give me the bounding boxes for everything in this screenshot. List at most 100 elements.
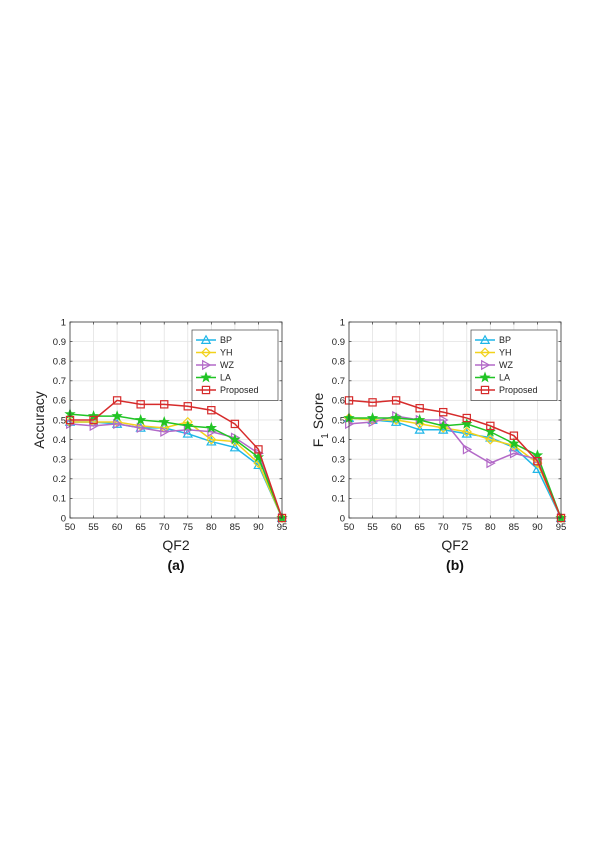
data-point [461,426,472,437]
data-point [183,402,192,411]
legend-label: WZ [499,360,513,370]
data-point [87,410,100,421]
x-tick-label: 80 [485,522,496,533]
y-tick-label: 0.6 [53,396,66,407]
legend-label: BP [220,335,232,345]
data-point [438,422,449,433]
data-point [368,398,377,407]
y-axis-label-subscript: 1 [320,433,331,439]
y-tick-label: 0.7 [53,376,66,387]
data-point [366,412,379,423]
x-tick-label: 65 [135,522,146,533]
y-axis-label: F1 Score [310,392,331,447]
x-tick-label: 55 [367,522,378,533]
data-point [391,396,401,405]
y-tick-label: 0.3 [53,455,66,466]
x-tick-label: 60 [391,522,402,533]
legend: BP YH WZ LA Proposed [191,329,279,401]
legend-marker [200,371,212,383]
y-tick-label: 0.5 [332,415,345,426]
data-point [415,404,424,413]
x-tick-label: 95 [277,522,288,533]
series-line [70,421,283,519]
legend-marker [480,385,490,395]
series-line [70,399,283,519]
legend-marker [202,359,212,371]
data-point [207,406,216,415]
series-proposed [344,396,566,523]
chart-a: 50 55 60 65 70 75 80 85 90 95 0 0.1 0.2 0.3 0.4 0.5 0.6 0… [31,317,288,573]
x-tick-label: 75 [461,522,472,533]
data-point [437,419,449,431]
data-point [205,421,217,433]
data-point [89,415,98,425]
data-point [158,416,170,427]
y-axis-label-main: F [310,439,326,448]
data-point [230,419,240,429]
panel-caption: (a) [167,557,184,573]
data-point [508,437,520,449]
y-tick-label: 0.8 [53,357,66,368]
axes-box [348,321,562,519]
x-axis-label: QF2 [441,537,468,553]
y-tick-label: 0.1 [53,494,66,505]
legend-marker [479,347,491,358]
y-tick-label: 0.7 [332,376,345,387]
data-point [345,418,355,430]
legend-label: YH [499,348,512,358]
x-axis-label: QF2 [162,537,189,553]
data-point [485,434,496,445]
y-axis-label: Accuracy [31,391,47,449]
series-line [69,423,283,519]
data-point [462,413,471,423]
data-point [111,410,123,421]
legend-label: LA [499,373,510,383]
series-line [348,399,562,519]
data-point [252,451,265,463]
x-tick-label: 80 [206,522,217,533]
y-tick-label: 0.1 [332,494,345,505]
legend-marker [200,347,212,358]
legend-marker [201,385,211,395]
data-point [462,444,473,455]
y-tick-label: 0.8 [332,357,345,368]
legend-label: BP [499,335,511,345]
data-point [486,457,496,469]
data-point [509,431,519,440]
y-tick-label: 0.3 [332,455,345,466]
y-tick-label: 1 [61,317,66,328]
data-point [484,425,496,437]
series-line [69,413,283,519]
data-point [182,419,194,431]
x-tick-label: 70 [159,522,170,533]
legend-label: YH [220,348,233,358]
legend-label: Proposed [220,385,259,395]
legend-label: Proposed [499,385,538,395]
legend-marker [479,371,491,383]
x-tick-label: 60 [112,522,123,533]
series-line [348,417,562,519]
y-tick-label: 1 [340,317,345,328]
y-axis-label-main: Accuracy [31,391,47,449]
y-tick-label: 0.9 [53,337,66,348]
data-point [533,456,542,466]
legend-label: LA [220,373,231,383]
axes-box [69,321,283,519]
x-tick-label: 50 [344,522,355,533]
y-tick-label: 0.2 [332,474,345,485]
x-tick-label: 95 [556,522,567,533]
x-tick-label: 75 [182,522,193,533]
data-point [509,448,520,459]
data-point [414,424,425,434]
data-point [439,407,448,417]
y-tick-label: 0.4 [53,435,66,446]
legend-marker [200,334,212,344]
y-tick-label: 0.2 [53,474,66,485]
legend: BP YH WZ LA Proposed [470,329,558,401]
data-point [136,400,145,409]
x-tick-label: 55 [88,522,99,533]
y-tick-label: 0.6 [332,396,345,407]
data-point [486,421,495,431]
y-tick-label: 0.5 [53,415,66,426]
data-point [113,418,123,430]
